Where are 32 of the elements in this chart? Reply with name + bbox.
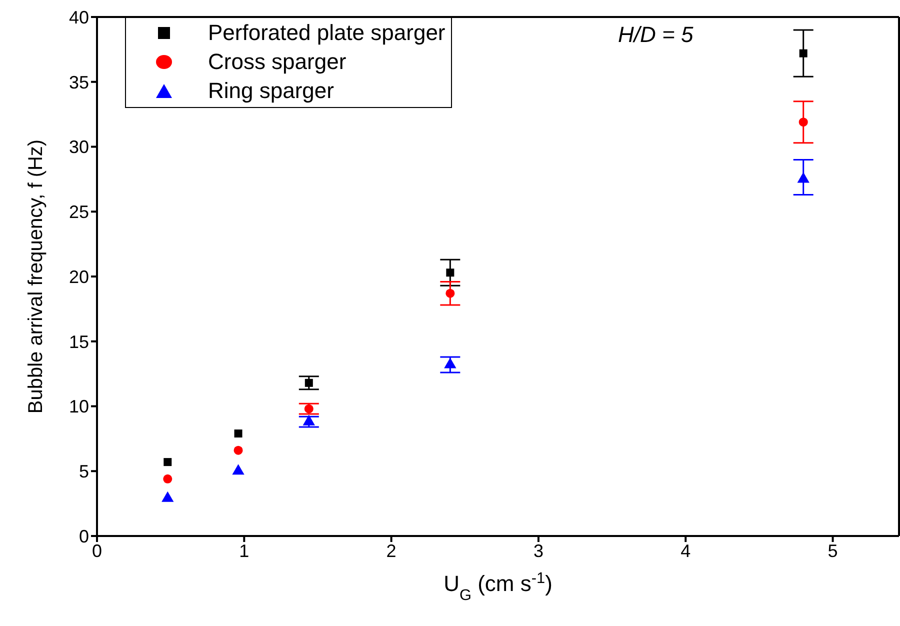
- y-tick-label: 35: [68, 72, 89, 92]
- y-tick-label: 30: [68, 137, 89, 158]
- point: [798, 118, 808, 127]
- y-tick-label: 0: [78, 526, 89, 546]
- legend-label: Perforated plate sparger: [208, 19, 446, 47]
- x-tick-label: 0: [92, 540, 102, 561]
- y-axis-title: Bubble arrival frequency, f (Hz): [25, 139, 47, 414]
- point: [234, 446, 243, 455]
- x-tick-label: 3: [533, 540, 544, 561]
- annotation: H/D = 5: [618, 22, 694, 48]
- y-tick-label: 10: [68, 396, 89, 417]
- x-tick-label: 2: [386, 540, 396, 561]
- point: [232, 464, 244, 475]
- x-axis-title: U$_{G}$ (cm s$^{-1}$): [444, 570, 552, 604]
- point: [446, 268, 454, 277]
- x-tick-label: 5: [828, 540, 838, 561]
- point: [164, 458, 172, 466]
- y-tick-label: 5: [78, 462, 89, 482]
- legend-label: Ring sparger: [208, 77, 334, 105]
- point: [446, 288, 455, 298]
- legend-label: Cross sparger: [208, 48, 346, 76]
- y-tick-label: 20: [68, 266, 89, 287]
- y-tick-label: 15: [68, 332, 89, 352]
- point: [304, 378, 313, 387]
- y-tick-label: 40: [68, 7, 89, 28]
- point: [799, 49, 808, 58]
- x-tick-label: 4: [680, 540, 691, 561]
- point: [234, 429, 242, 438]
- point: [304, 404, 314, 414]
- x-tick-label: 1: [239, 540, 250, 561]
- y-tick-label: 25: [68, 202, 89, 222]
- point: [163, 474, 172, 484]
